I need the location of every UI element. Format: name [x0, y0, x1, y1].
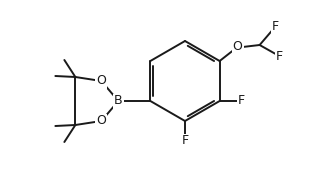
Text: O: O	[96, 75, 106, 88]
Text: F: F	[238, 94, 245, 107]
Text: F: F	[272, 20, 279, 33]
Text: O: O	[233, 41, 243, 54]
Text: O: O	[96, 115, 106, 127]
Text: F: F	[276, 51, 283, 64]
Text: B: B	[114, 94, 123, 107]
Text: F: F	[181, 135, 188, 148]
